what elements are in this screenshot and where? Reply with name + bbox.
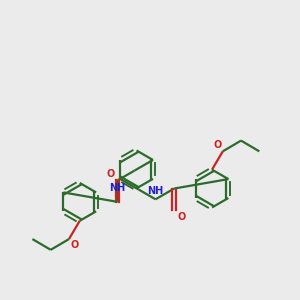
Text: O: O <box>70 240 79 250</box>
Text: O: O <box>213 140 221 151</box>
Text: O: O <box>106 169 115 179</box>
Text: NH: NH <box>110 183 126 194</box>
Text: NH: NH <box>147 186 164 196</box>
Text: O: O <box>177 212 185 221</box>
